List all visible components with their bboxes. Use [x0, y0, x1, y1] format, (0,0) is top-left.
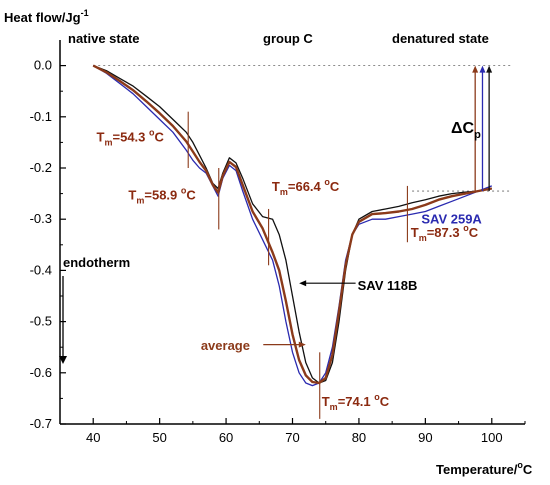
y-axis-title: Heat flow/Jg-1	[4, 8, 89, 25]
series-line-sav-118b	[92, 64, 492, 384]
series-lines	[92, 64, 493, 387]
y-tick-label: 0.0	[34, 58, 52, 73]
ticks: 40 50 60 70 80 90 100 0.0 -0.1 -0.2 -0.3 -0.4 -0.5 -0…	[30, 58, 526, 445]
series-label-average: average	[201, 338, 250, 353]
y-tick-label: -0.1	[30, 109, 52, 124]
y-tick-label: -0.5	[30, 314, 52, 329]
endotherm-label: endotherm	[63, 255, 130, 270]
delta-cp-label: ΔCp	[451, 120, 481, 141]
group-label: group C	[263, 31, 313, 46]
tm-label: Tm=74.1 oC	[322, 392, 390, 412]
endotherm-arrowhead	[59, 356, 67, 364]
tm-label: Tm=87.3 oC	[411, 223, 479, 243]
sav-118b-pointer-head	[299, 280, 307, 287]
denatured-state-label: denatured state	[392, 31, 489, 46]
delta-cp-arrowhead	[479, 65, 486, 73]
average-pointer-head	[298, 341, 306, 348]
delta-cp-arrowhead	[472, 65, 479, 73]
y-tick-label: -0.3	[30, 211, 52, 226]
x-tick-label: 90	[418, 430, 432, 445]
x-tick-label: 100	[481, 430, 503, 445]
x-axis-title: Temperature/oC	[436, 460, 533, 477]
x-tick-label: 50	[152, 430, 166, 445]
y-tick-label: -0.7	[30, 416, 52, 431]
y-tick-label: -0.4	[30, 262, 52, 277]
y-tick-label: -0.6	[30, 365, 52, 380]
baseline-layer	[93, 65, 512, 192]
series-line-sav-259a	[92, 65, 493, 387]
x-tick-label: 70	[285, 430, 299, 445]
tm-label: Tm=58.9 oC	[128, 186, 196, 206]
delta-cp-arrowhead	[486, 65, 493, 73]
x-tick-label: 60	[219, 430, 233, 445]
series-label-sav-259a: SAV 259A	[421, 211, 482, 226]
x-tick-label: 40	[86, 430, 100, 445]
series-line-average	[92, 64, 493, 385]
x-tick-label: 80	[352, 430, 366, 445]
annotations: Tm=54.3 oC Tm=58.9 oC Tm=66.4 oC Tm=87.3 oC…	[97, 65, 493, 419]
series-label-sav-118b: SAV 118B	[358, 278, 418, 293]
tm-label: Tm=54.3 oC	[97, 127, 165, 147]
tm-label: Tm=66.4 oC	[272, 177, 340, 197]
y-tick-label: -0.2	[30, 160, 52, 175]
native-state-label: native state	[68, 31, 140, 46]
